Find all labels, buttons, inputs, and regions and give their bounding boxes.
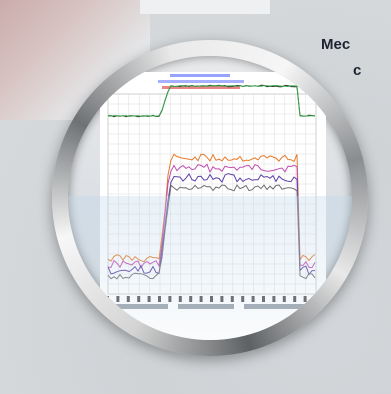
chart-title-line [170, 74, 230, 77]
x-tick-label [189, 296, 193, 302]
chart-panel [100, 72, 326, 340]
series-magenta [107, 163, 316, 269]
chart-subtitle-line [158, 80, 244, 83]
lens-glare [68, 196, 352, 340]
x-tick-label [147, 296, 151, 302]
side-heading: Mec c [321, 32, 391, 84]
x-tick-label [230, 296, 234, 302]
footer-box-3 [244, 304, 304, 309]
x-tick-label [158, 296, 161, 302]
x-tick-label [251, 296, 255, 302]
top-bar [140, 0, 270, 14]
x-tick-label [106, 296, 109, 302]
x-tick-label [293, 296, 297, 302]
series-gray [107, 184, 316, 280]
x-tick-label [116, 296, 120, 302]
x-tick-label [220, 296, 224, 302]
x-tick-label [282, 296, 286, 302]
series-green [107, 84, 316, 117]
x-tick-label [137, 296, 141, 302]
x-tick-label [314, 296, 317, 302]
footer-box-1 [116, 304, 168, 309]
x-tick-label [241, 296, 245, 302]
footer-box-2 [178, 304, 234, 309]
x-tick-label [303, 296, 307, 302]
x-tick-label [210, 296, 213, 302]
x-tick-label [178, 296, 182, 302]
x-tick-labels [106, 296, 317, 302]
magnifier-lens [68, 56, 352, 340]
series-orange [107, 153, 316, 263]
x-tick-label [262, 296, 265, 302]
series-lines [107, 84, 316, 280]
side-heading-line2: c [353, 62, 362, 79]
x-tick-label [126, 296, 130, 302]
x-tick-label [199, 296, 203, 302]
chart-svg [106, 74, 317, 309]
magnifier-ring [52, 40, 368, 356]
x-tick-label [168, 296, 172, 302]
side-heading-line1: Mec [321, 36, 351, 53]
series-purple [107, 172, 316, 276]
x-tick-label [272, 296, 276, 302]
chart-info-line [162, 86, 240, 89]
grid-lines [107, 93, 317, 295]
